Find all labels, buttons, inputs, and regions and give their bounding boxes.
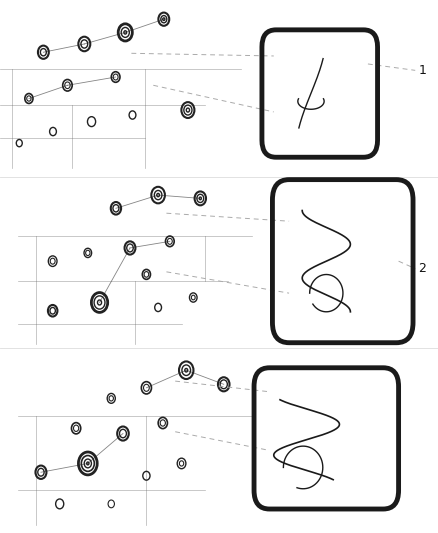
Text: 2: 2 bbox=[418, 262, 426, 275]
Text: 1: 1 bbox=[418, 64, 426, 77]
